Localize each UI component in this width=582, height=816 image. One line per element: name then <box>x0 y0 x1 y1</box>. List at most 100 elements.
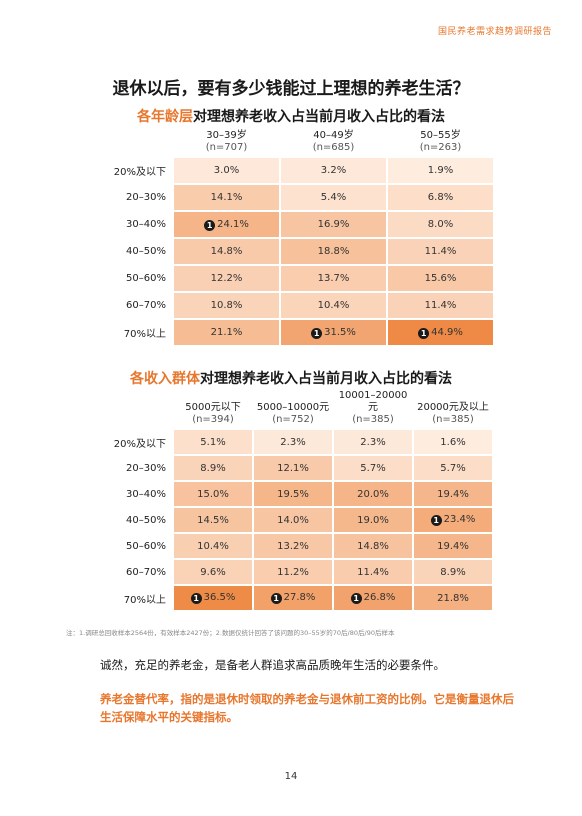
row-label: 20%及以下 <box>113 438 166 450</box>
cell-value: 3.2% <box>320 165 347 176</box>
heat-cell: 1 36.5% <box>174 586 252 610</box>
cell-value: 8.0% <box>427 219 454 230</box>
heat-cell: 11.4% <box>388 239 493 264</box>
heat-cell: 1 44.9% <box>388 320 493 345</box>
cell-value: 5.1% <box>200 436 226 448</box>
heat-cell: 19.0% <box>334 508 412 532</box>
highlight-marker-icon: 1 <box>190 593 202 604</box>
row-label: 70%以上 <box>123 594 166 606</box>
cell-value: 13.2% <box>277 540 309 552</box>
heat-cell: 8.9% <box>174 456 252 480</box>
heat-cell: 1.6% <box>414 430 492 454</box>
highlight-marker-icon: 1 <box>350 593 362 604</box>
column-header: 40–49岁 (n=685) <box>281 130 386 156</box>
column-sample-size: (n=685) <box>312 142 355 153</box>
cell-value: 19.4% <box>437 488 469 500</box>
footnote: 注：1.调研总回收样本2564份，有效样本2427份；2.数据仅统计回答了该问题… <box>66 629 395 637</box>
heat-cell: 14.5% <box>174 508 252 532</box>
heat-cell: 1.9% <box>388 158 493 183</box>
heat-cell: 1 23.4% <box>414 508 492 532</box>
highlight-marker-icon: 1 <box>418 327 430 339</box>
page-title: 退休以后，要有多少钱能过上理想的养老生活？ <box>112 79 470 99</box>
column-label: 40–49岁 <box>313 130 354 141</box>
cell-value: 19.4% <box>437 540 469 552</box>
cell-value: 11.2% <box>277 566 309 578</box>
row-label: 50–60% <box>126 273 166 284</box>
heat-cell: 12.1% <box>254 456 332 480</box>
table-row: 50–60% 10.4% 13.2% 14.8% 19.4% <box>106 534 492 558</box>
cell-value: 2.3% <box>360 436 386 448</box>
cell-value: 14.8% <box>210 246 243 257</box>
cell-value: 18.8% <box>317 246 350 257</box>
highlight-marker-icon: 1 <box>204 219 216 231</box>
cell-value: 15.0% <box>197 488 229 500</box>
cell-value: 13.7% <box>317 273 350 284</box>
heat-cell: 5.7% <box>334 456 412 480</box>
income-heatmap-table: 5000元以下 (n=394) 5000–10000元 (n=752) 10001–20… <box>104 388 494 612</box>
column-label: 10001–20000元 <box>338 390 408 413</box>
heat-cell: 6.8% <box>388 185 493 210</box>
column-label: 50–55岁 <box>420 130 461 141</box>
cell-value: 44.9% <box>431 326 463 338</box>
heat-cell: 21.1% <box>174 320 279 345</box>
heat-cell: 14.8% <box>174 239 279 264</box>
cell-value: 14.1% <box>210 192 243 203</box>
cell-value: 26.8% <box>363 592 396 603</box>
table-row: 60–70% 10.8% 10.4% 11.4% <box>106 293 493 318</box>
cell-value: 12.2% <box>210 273 243 284</box>
row-label: 30–40% <box>126 488 166 500</box>
table-row: 20%及以下 3.0% 3.2% 1.9% <box>106 158 493 183</box>
cell-value: 19.5% <box>277 488 309 500</box>
column-header: 5000–10000元 (n=752) <box>254 390 332 428</box>
cell-value: 14.0% <box>277 514 309 526</box>
heat-cell: 15.6% <box>388 266 493 291</box>
heat-cell: 3.2% <box>281 158 386 183</box>
table-row: 70%以上 21.1% 1 31.5% 1 44.9% <box>106 320 493 345</box>
cell-value: 27.8% <box>283 592 316 603</box>
column-header: 50–55岁 (n=263) <box>388 130 493 156</box>
column-header: 5000元以下 (n=394) <box>174 390 252 428</box>
column-sample-size: (n=263) <box>419 142 462 153</box>
table-row: 70%以上 1 36.5% 1 27.8% 1 26.8% 21.8% <box>106 586 492 610</box>
cell-value: 36.5% <box>203 592 236 603</box>
highlight-marker-icon: 1 <box>270 593 282 604</box>
cell-value: 11.4% <box>424 300 457 311</box>
table-row: 30–40% 15.0% 19.5% 20.0% 19.4% <box>106 482 492 506</box>
row-label: 20%及以下 <box>113 167 166 178</box>
row-label: 40–50% <box>126 246 166 257</box>
table-row: 20–30% 8.9% 12.1% 5.7% 5.7% <box>106 456 492 480</box>
column-sample-size: (n=394) <box>192 414 234 425</box>
heat-cell: 5.4% <box>281 185 386 210</box>
income-section-title-highlight: 各收入群体 <box>130 371 200 387</box>
heat-cell: 5.7% <box>414 456 492 480</box>
paragraph-2: 养老金替代率，指的是退休时领取的养老金与退休前工资的比例。它是衡量退休后生活保障… <box>100 692 514 724</box>
cell-value: 16.9% <box>317 219 350 230</box>
table-row: 20%及以下 5.1% 2.3% 2.3% 1.6% <box>106 430 492 454</box>
cell-value: 11.4% <box>357 566 389 578</box>
report-header-tag: 国民养老需求趋势调研报告 <box>437 27 552 37</box>
cell-value: 31.5% <box>324 326 356 338</box>
cell-value: 23.4% <box>443 514 476 525</box>
column-header: 30–39岁 (n=707) <box>174 130 279 156</box>
cell-value: 11.4% <box>424 246 457 257</box>
paragraph-1: 诚然，充足的养老金，是备老人群追求高品质晚年生活的必要条件。 <box>100 658 445 672</box>
heat-cell: 11.2% <box>254 560 332 584</box>
cell-value: 9.6% <box>200 566 226 578</box>
heat-cell: 18.8% <box>281 239 386 264</box>
column-label: 5000元以下 <box>185 402 241 413</box>
age-section-title-rest: 对理想养老收入占当前月收入占比的看法 <box>193 109 445 125</box>
heat-cell: 11.4% <box>388 293 493 318</box>
column-label: 30–39岁 <box>206 130 247 141</box>
heat-cell: 19.5% <box>254 482 332 506</box>
column-sample-size: (n=385) <box>432 414 474 425</box>
heat-cell: 19.4% <box>414 534 492 558</box>
cell-value: 1.6% <box>440 436 466 448</box>
heat-cell: 13.2% <box>254 534 332 558</box>
cell-value: 14.5% <box>197 514 229 526</box>
cell-value: 5.7% <box>440 462 466 474</box>
cell-value: 19.0% <box>357 514 389 526</box>
cell-value: 6.8% <box>427 192 454 203</box>
cell-value: 8.9% <box>440 566 466 578</box>
age-section-title: 各年龄层对理想养老收入占当前月收入占比的看法 <box>0 106 582 126</box>
cell-value: 21.8% <box>437 592 469 604</box>
